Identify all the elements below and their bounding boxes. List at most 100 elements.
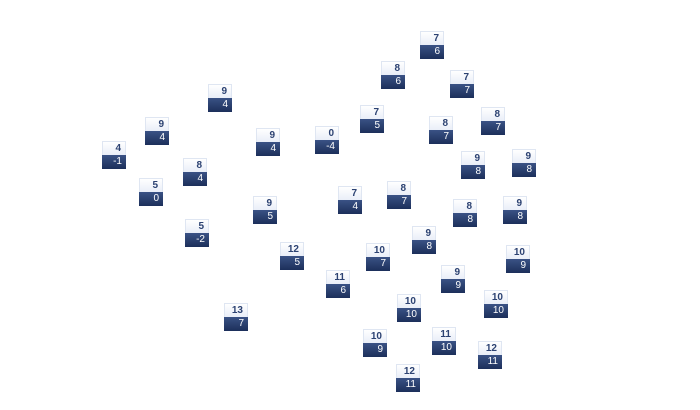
- node-bottom-value: -4: [315, 140, 339, 154]
- node-top-value: 9: [412, 226, 436, 240]
- node-bottom-value: 7: [387, 195, 411, 209]
- node-top-value: 12: [396, 364, 420, 378]
- node-top-value: 10: [506, 245, 530, 259]
- node-top-value: 11: [432, 327, 456, 341]
- node-bottom-value: 7: [481, 121, 505, 135]
- node-bottom-value: 11: [478, 355, 502, 369]
- node-bottom-value: 8: [461, 165, 485, 179]
- node[interactable]: 4 -1: [102, 141, 126, 169]
- node-top-value: 0: [315, 126, 339, 140]
- node-bottom-value: 4: [208, 98, 232, 112]
- node-bottom-value: 7: [366, 257, 390, 271]
- node-bottom-value: 4: [145, 131, 169, 145]
- node[interactable]: 10 10: [397, 294, 421, 322]
- node-top-value: 7: [338, 186, 362, 200]
- node[interactable]: 12 11: [396, 364, 420, 392]
- node[interactable]: 0 -4: [315, 126, 339, 154]
- node-top-value: 9: [461, 151, 485, 165]
- node-top-value: 13: [224, 303, 248, 317]
- node-top-value: 9: [503, 196, 527, 210]
- node-bottom-value: -1: [102, 155, 126, 169]
- node-top-value: 8: [387, 181, 411, 195]
- node-bottom-value: 9: [363, 343, 387, 357]
- node[interactable]: 12 5: [280, 242, 304, 270]
- node-bottom-value: 8: [412, 240, 436, 254]
- node-bottom-value: 11: [396, 378, 420, 392]
- node-bottom-value: 7: [450, 84, 474, 98]
- node-bottom-value: 6: [420, 45, 444, 59]
- node-top-value: 10: [366, 243, 390, 257]
- node-bottom-value: 10: [432, 341, 456, 355]
- node[interactable]: 5 -2: [185, 219, 209, 247]
- node-top-value: 8: [481, 107, 505, 121]
- node-top-value: 5: [139, 178, 163, 192]
- node[interactable]: 10 7: [366, 243, 390, 271]
- node-bottom-value: 4: [183, 172, 207, 186]
- node-bottom-value: 7: [429, 130, 453, 144]
- node-bottom-value: 4: [256, 142, 280, 156]
- node-bottom-value: 9: [506, 259, 530, 273]
- node-bottom-value: -2: [185, 233, 209, 247]
- node-bottom-value: 6: [326, 284, 350, 298]
- node-top-value: 5: [185, 219, 209, 233]
- node-top-value: 7: [450, 70, 474, 84]
- node-top-value: 7: [420, 31, 444, 45]
- node-bottom-value: 5: [360, 119, 384, 133]
- node-bottom-value: 7: [224, 317, 248, 331]
- node-top-value: 9: [512, 149, 536, 163]
- node[interactable]: 11 6: [326, 270, 350, 298]
- node[interactable]: 10 9: [506, 245, 530, 273]
- node-top-value: 10: [484, 290, 508, 304]
- node[interactable]: 10 10: [484, 290, 508, 318]
- node-top-value: 7: [360, 105, 384, 119]
- node-top-value: 9: [441, 265, 465, 279]
- node-top-value: 8: [183, 158, 207, 172]
- node[interactable]: 11 10: [432, 327, 456, 355]
- node-bottom-value: 5: [253, 210, 277, 224]
- node-top-value: 8: [381, 61, 405, 75]
- node-bottom-value: 0: [139, 192, 163, 206]
- node-bottom-value: 10: [397, 308, 421, 322]
- node[interactable]: 10 9: [363, 329, 387, 357]
- node-bottom-value: 10: [484, 304, 508, 318]
- node-top-value: 9: [145, 117, 169, 131]
- node-bottom-value: 8: [512, 163, 536, 177]
- node-top-value: 12: [280, 242, 304, 256]
- node-top-value: 8: [429, 116, 453, 130]
- node-bottom-value: 9: [441, 279, 465, 293]
- node-top-value: 9: [253, 196, 277, 210]
- node-bottom-value: 8: [503, 210, 527, 224]
- node-top-value: 12: [478, 341, 502, 355]
- node-bottom-value: 8: [453, 213, 477, 227]
- node-bottom-value: 5: [280, 256, 304, 270]
- node-top-value: 11: [326, 270, 350, 284]
- node-top-value: 4: [102, 141, 126, 155]
- node[interactable]: 13 7: [224, 303, 248, 331]
- node-top-value: 9: [208, 84, 232, 98]
- node[interactable]: 12 11: [478, 341, 502, 369]
- node-bottom-value: 4: [338, 200, 362, 214]
- node-bottom-value: 6: [381, 75, 405, 89]
- node-top-value: 10: [363, 329, 387, 343]
- node-top-value: 10: [397, 294, 421, 308]
